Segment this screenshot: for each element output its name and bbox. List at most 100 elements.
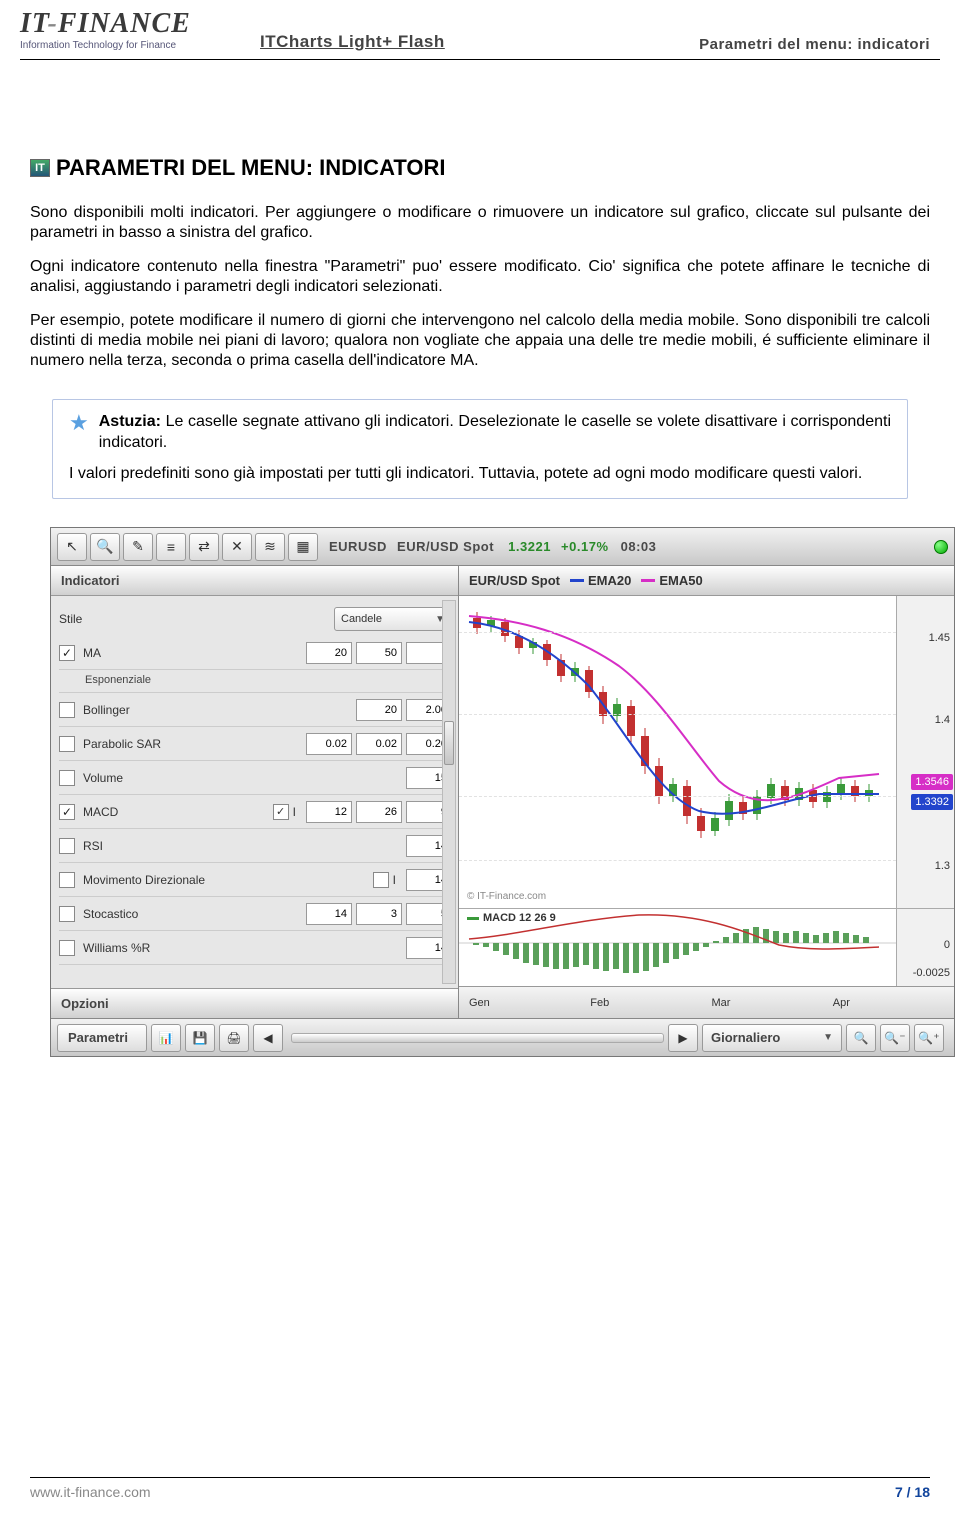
- macd-pane[interactable]: © IT-Finance.com MACD 12 26 9 0-0.0025: [459, 908, 954, 986]
- param-input[interactable]: [306, 801, 352, 823]
- indicators-panel: Indicatori Stile Candele ▼ ✓ MA Esponenzia…: [51, 566, 459, 1018]
- sub-checkbox[interactable]: ✓: [273, 804, 289, 820]
- tip-line-1: ★ Astuzia: Le caselle segnate attivano g…: [69, 412, 891, 454]
- bottom-toolbar: Parametri 📊 💾 🖨 ◀ ▶ Giornaliero ▼ 🔍 🔍⁻ 🔍…: [51, 1018, 954, 1056]
- indicator-label: RSI: [83, 839, 402, 853]
- indicator-label: Stocastico: [83, 907, 302, 921]
- status-dot-icon: [934, 540, 948, 554]
- chart-area: EUR/USD Spot EMA20 EMA50 1.451.41.31.354…: [459, 566, 954, 1018]
- paragraph-2: Ogni indicatore contenuto nella finestra…: [30, 257, 930, 297]
- price-badge: 1.3546: [911, 774, 953, 790]
- gridline: [459, 632, 896, 633]
- indicator-label: Parabolic SAR: [83, 737, 302, 751]
- panel-title: Indicatori: [51, 566, 458, 596]
- page-footer: www.it-finance.com 7 / 18: [30, 1477, 930, 1500]
- toolbar-button-7[interactable]: ▦: [288, 533, 318, 561]
- checkbox[interactable]: [59, 872, 75, 888]
- time-scrollbar[interactable]: [291, 1033, 664, 1043]
- chart-title-bar: EUR/USD Spot EMA20 EMA50: [459, 566, 954, 596]
- toolbar-button-1[interactable]: 🔍: [90, 533, 120, 561]
- gridline: [459, 860, 896, 861]
- sub-label: I: [393, 873, 396, 887]
- style-select[interactable]: Candele ▼: [334, 607, 452, 631]
- sub-label: I: [293, 805, 296, 819]
- quote-symbol: EURUSD: [329, 539, 387, 554]
- scroll-left-icon[interactable]: ◀: [253, 1024, 283, 1052]
- panel-options[interactable]: Opzioni: [51, 988, 458, 1018]
- doc-content: IT PARAMETRI DEL MENU: INDICATORI Sono d…: [0, 60, 960, 1057]
- panel-scrollbar[interactable]: [442, 600, 456, 984]
- page-header: IT-FINANCE Information Technology for Fi…: [0, 0, 960, 57]
- price-pane[interactable]: 1.451.41.31.35461.3392: [459, 596, 954, 908]
- doc-title: PARAMETRI DEL MENU: INDICATORI: [56, 155, 445, 181]
- print-icon[interactable]: 🖨: [219, 1024, 249, 1052]
- footer-page: 7 / 18: [895, 1484, 930, 1500]
- macd-chart-svg: [459, 909, 897, 987]
- row-style: Stile Candele ▼: [59, 602, 452, 636]
- macd-y-tick: 0: [944, 939, 950, 951]
- tip-box: ★ Astuzia: Le caselle segnate attivano g…: [52, 399, 908, 499]
- style-label: Stile: [59, 612, 334, 626]
- checkbox[interactable]: [59, 770, 75, 786]
- scroll-right-icon[interactable]: ▶: [668, 1024, 698, 1052]
- indicator-row-ma: ✓ MA: [59, 636, 452, 670]
- param-input[interactable]: [306, 903, 352, 925]
- x-tick-label: Feb: [590, 997, 711, 1009]
- param-input[interactable]: [306, 733, 352, 755]
- checkbox[interactable]: ✓: [59, 645, 75, 661]
- parametri-button[interactable]: Parametri: [57, 1024, 147, 1052]
- logo-subtitle: Information Technology for Finance: [20, 40, 191, 51]
- param-input[interactable]: [356, 801, 402, 823]
- toolbar-button-0[interactable]: ↖: [57, 533, 87, 561]
- toolbar-button-6[interactable]: ≋: [255, 533, 285, 561]
- checkbox[interactable]: [59, 940, 75, 956]
- checkbox[interactable]: [59, 838, 75, 854]
- doc-title-icon: IT: [30, 159, 50, 177]
- top-toolbar: ↖🔍✎≡⇄✕≋▦ EURUSD EUR/USD Spot 1.3221 +0.1…: [51, 528, 954, 566]
- indicator-row-volume: Volume: [59, 761, 452, 795]
- sub-checkbox[interactable]: [373, 872, 389, 888]
- tip-line-2: I valori predefiniti sono già impostati …: [69, 464, 891, 485]
- param-input[interactable]: [356, 699, 402, 721]
- toolbar-button-3[interactable]: ≡: [156, 533, 186, 561]
- star-icon: ★: [69, 412, 89, 434]
- period-select[interactable]: Giornaliero ▼: [702, 1024, 842, 1052]
- doc-title-row: IT PARAMETRI DEL MENU: INDICATORI: [30, 155, 930, 181]
- panel-rows: Stile Candele ▼ ✓ MA Esponenziale Bollinger…: [51, 596, 458, 988]
- checkbox[interactable]: ✓: [59, 804, 75, 820]
- indicator-label: Bollinger: [83, 703, 352, 717]
- paragraph-3: Per esempio, potete modificare il numero…: [30, 311, 930, 371]
- checkbox[interactable]: [59, 702, 75, 718]
- param-input[interactable]: [306, 642, 352, 664]
- checkbox[interactable]: [59, 906, 75, 922]
- chevron-down-icon: ▼: [823, 1032, 833, 1043]
- quote-time: 08:03: [621, 539, 657, 554]
- price-chart-svg: [459, 596, 897, 908]
- checkbox[interactable]: [59, 736, 75, 752]
- breadcrumb: Parametri del menu: indicatori: [699, 36, 930, 53]
- x-tick-label: Mar: [712, 997, 833, 1009]
- param-input[interactable]: [356, 903, 402, 925]
- x-tick-label: Gen: [469, 997, 590, 1009]
- gridline: [459, 714, 896, 715]
- zoom-out-icon[interactable]: 🔍⁻: [880, 1024, 910, 1052]
- save-icon[interactable]: 💾: [185, 1024, 215, 1052]
- legend-swatch-ema50: [641, 579, 655, 582]
- indicator-label: Movimento Direzionale: [83, 873, 373, 887]
- tool-button-1[interactable]: 📊: [151, 1024, 181, 1052]
- y-tick-label: 1.4: [935, 714, 950, 726]
- toolbar-button-2[interactable]: ✎: [123, 533, 153, 561]
- toolbar-button-5[interactable]: ✕: [222, 533, 252, 561]
- toolbar-button-4[interactable]: ⇄: [189, 533, 219, 561]
- indicator-row-stocastico: Stocastico: [59, 897, 452, 931]
- zoom-fit-icon[interactable]: 🔍: [846, 1024, 876, 1052]
- param-input[interactable]: [356, 733, 402, 755]
- indicator-label: MA: [83, 646, 302, 660]
- quote-last: 1.3221: [508, 539, 551, 554]
- indicator-subtype: Esponenziale: [59, 670, 452, 693]
- gridline: [459, 796, 896, 797]
- x-tick-label: Apr: [833, 997, 954, 1009]
- zoom-in-icon[interactable]: 🔍⁺: [914, 1024, 944, 1052]
- scrollbar-thumb[interactable]: [444, 721, 454, 765]
- param-input[interactable]: [356, 642, 402, 664]
